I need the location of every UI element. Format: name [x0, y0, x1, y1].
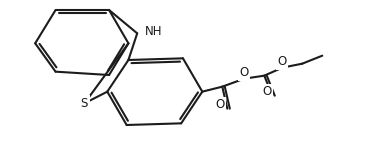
Text: O: O — [216, 98, 225, 111]
Text: O: O — [277, 55, 287, 68]
Text: S: S — [81, 97, 88, 110]
Text: NH: NH — [145, 25, 163, 38]
Text: O: O — [240, 66, 249, 79]
Text: O: O — [263, 85, 272, 98]
